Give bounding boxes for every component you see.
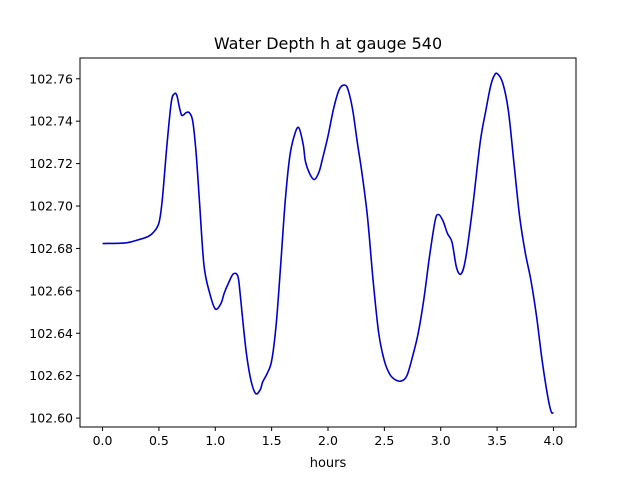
y-tick-label: 102.76 [29,71,73,86]
y-tick-label: 102.74 [29,114,73,129]
x-tick-label: 2.0 [318,433,338,448]
x-tick-label: 2.5 [374,433,394,448]
plot-frame [79,57,577,428]
chart-title: Water Depth h at gauge 540 [214,34,442,53]
y-tick-label: 102.62 [29,368,73,383]
y-tick-label: 102.66 [29,283,73,298]
x-axis-label: hours [310,456,347,471]
y-tick-label: 102.60 [29,411,73,426]
x-tick-label: 1.5 [262,433,282,448]
y-axis: 102.60 102.62 102.64 102.66 102.68 102.70 102.… [29,71,80,426]
x-tick-label: 3.0 [431,433,451,448]
y-tick-label: 102.64 [29,326,73,341]
series-layer [102,72,554,414]
y-tick-label: 102.68 [29,241,73,256]
x-tick-label: 0.0 [93,433,113,448]
series-line-water-depth [102,72,554,414]
x-tick-label: 4.0 [544,433,564,448]
y-tick-label: 102.72 [29,156,73,171]
x-tick-label: 3.5 [487,433,507,448]
x-axis: 0.0 0.5 1.0 1.5 2.0 2.5 3.0 3.5 4.0 [93,427,564,448]
x-tick-label: 1.0 [205,433,225,448]
y-tick-label: 102.70 [29,199,73,214]
x-tick-label: 0.5 [149,433,169,448]
